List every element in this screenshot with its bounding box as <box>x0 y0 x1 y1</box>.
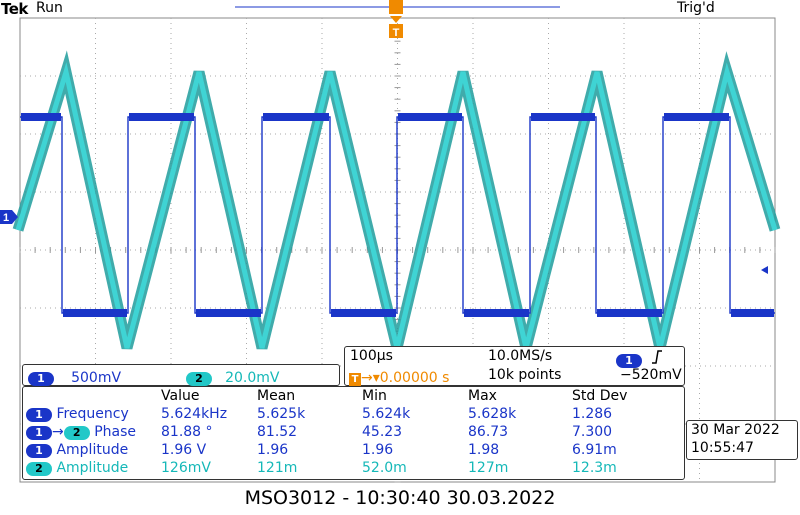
trigger-channel-badge: 1 <box>616 354 642 368</box>
measurement-mean: 81.52 <box>257 424 298 440</box>
source-badge: 2 <box>63 426 90 440</box>
horizontal-delay: 0.00000 s <box>379 370 450 386</box>
column-header: Value <box>161 388 200 404</box>
measurement-max: 5.628k <box>468 406 517 422</box>
measurement-std-dev: 1.286 <box>572 406 613 422</box>
column-header: Max <box>468 388 497 404</box>
svg-text:T: T <box>393 27 400 39</box>
channel-2-scale[interactable]: 2 20.0mV <box>186 367 279 386</box>
source-badge: 1 <box>26 444 52 458</box>
arrow-right-icon: → <box>52 424 64 440</box>
measurement-min: 5.624k <box>362 406 411 422</box>
measurement-std-dev: 12.3m <box>572 460 617 476</box>
brand-logo: Tek <box>1 0 28 18</box>
measurement-row[interactable]: 2 Amplitude 126mV 121m 52.0m 127m 12.3m <box>26 459 672 477</box>
measurement-label: Amplitude <box>56 442 129 458</box>
measurement-row[interactable]: 1 → 2 Phase 81.88 ° 81.52 45.23 86.73 7.30… <box>26 423 672 441</box>
measurement-panel[interactable]: Value Mean Min Max Std Dev 1 Frequency 5… <box>22 386 685 480</box>
delay-indicator: T →▾0.00000 s <box>349 367 449 386</box>
rising-edge-icon <box>652 350 662 364</box>
source-badge: 1 <box>26 408 52 422</box>
time-label: 10:55:47 <box>691 440 754 456</box>
trigger-position-marker[interactable]: T <box>389 0 403 39</box>
measurement-mean: 5.625k <box>257 406 306 422</box>
measurement-std-dev: 6.91m <box>572 442 617 458</box>
trigger-marker-icon: T <box>349 373 361 386</box>
date-time-readout: 30 Mar 2022 10:55:47 <box>686 420 798 460</box>
measurement-label: Phase <box>94 424 136 440</box>
channel-1-scale[interactable]: 1 500mV <box>28 367 121 386</box>
timebase-panel[interactable]: 100µs 10.0MS/s 1 T →▾0.00000 s 10k points… <box>344 346 685 386</box>
measurement-label: Amplitude <box>56 460 129 476</box>
channel-scale-bar: 1 500mV 2 20.0mV <box>22 364 340 386</box>
channel-2-badge: 2 <box>186 372 212 386</box>
channel-2-scale-value: 20.0mV <box>225 370 280 386</box>
measurement-min: 52.0m <box>362 460 407 476</box>
trigger-level: −520mV <box>620 367 682 383</box>
measurement-max: 86.73 <box>468 424 509 440</box>
measurement-max: 127m <box>468 460 509 476</box>
measurement-value: 1.96 V <box>161 442 207 458</box>
column-header: Std Dev <box>572 388 628 404</box>
measurement-row[interactable]: 1 Amplitude 1.96 V 1.96 1.96 1.98 6.91m <box>26 441 672 459</box>
trigger-status: Trig'd <box>677 0 715 16</box>
measurement-value: 81.88 ° <box>161 424 213 440</box>
source-badge: 1 <box>26 426 52 440</box>
measurement-min: 1.96 <box>362 442 394 458</box>
channel-1-waveform <box>20 113 775 317</box>
acquisition-status: Run <box>36 0 63 16</box>
channel-1-badge: 1 <box>28 372 54 386</box>
sample-rate: 10.0MS/s <box>488 348 553 364</box>
measurement-mean: 1.96 <box>257 442 289 458</box>
measurement-std-dev: 7.300 <box>572 424 613 440</box>
measurement-value: 126mV <box>161 460 211 476</box>
svg-text:1: 1 <box>3 212 9 224</box>
channel-1-ground-marker[interactable]: 1 <box>0 210 18 224</box>
measurement-min: 45.23 <box>362 424 403 440</box>
channel-1-scale-value: 500mV <box>71 370 122 386</box>
measurement-value: 5.624kHz <box>161 406 228 422</box>
trigger-source: 1 <box>616 349 642 368</box>
measurement-header-row: Value Mean Min Max Std Dev <box>26 387 672 405</box>
measurement-mean: 121m <box>257 460 298 476</box>
measurement-row[interactable]: 1 Frequency 5.624kHz 5.625k 5.624k 5.628… <box>26 405 672 423</box>
column-header: Min <box>362 388 387 404</box>
measurement-max: 1.98 <box>468 442 500 458</box>
time-per-division: 100µs <box>350 348 393 364</box>
source-badge: 2 <box>26 462 52 476</box>
record-length: 10k points <box>488 367 562 383</box>
column-header: Mean <box>257 388 296 404</box>
date-label: 30 Mar 2022 <box>691 422 780 438</box>
capture-caption: MSO3012 - 10:30:40 30.03.2022 <box>244 487 556 509</box>
measurement-label: Frequency <box>56 406 129 422</box>
trigger-level-icon[interactable] <box>761 266 768 274</box>
